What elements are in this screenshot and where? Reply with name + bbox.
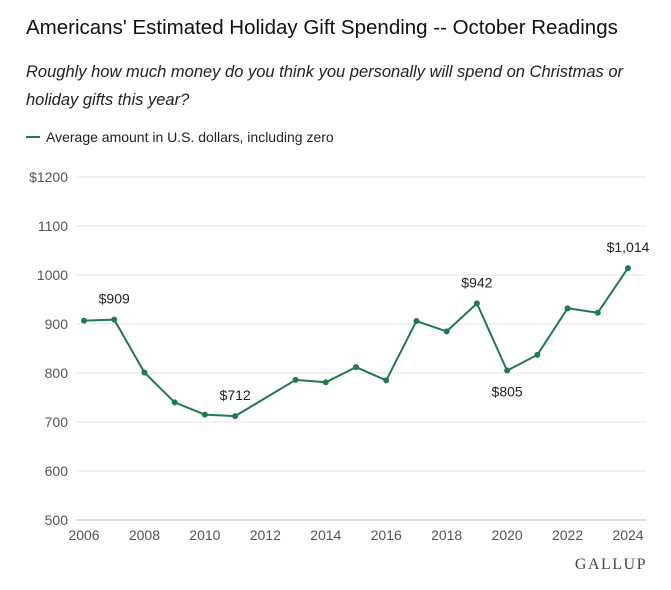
data-point (353, 364, 359, 371)
y-tick-label: 900 (45, 316, 69, 332)
chart-subtitle: Roughly how much money do you think you … (26, 63, 624, 109)
y-axis-ticks: 500 600 700 800 900 1000 1100 $1200 (29, 169, 68, 528)
data-labels: $909 $712 $942 $805 $1,014 (99, 239, 650, 403)
x-tick-label: 2018 (431, 527, 462, 543)
legend: Average amount in U.S. dollars, includin… (26, 129, 334, 145)
data-point (625, 265, 631, 272)
x-tick-label: 2012 (250, 527, 281, 543)
data-point (111, 316, 118, 323)
data-point (564, 305, 571, 312)
x-tick-label: 2020 (492, 527, 523, 543)
y-tick-label: 1100 (38, 218, 68, 234)
y-tick-label: 500 (45, 512, 69, 528)
data-points (81, 265, 631, 420)
data-point (383, 377, 390, 384)
data-label: $942 (461, 274, 492, 290)
x-axis-ticks: 2006 2008 2010 2012 2014 2016 2018 2020 2022 2024 (68, 527, 643, 543)
chart-title: Americans' Estimated Holiday Gift Spendi… (26, 16, 618, 39)
y-tick-label: 600 (45, 463, 69, 479)
data-label: $909 (99, 291, 130, 307)
data-point (534, 351, 541, 358)
data-point (443, 328, 450, 335)
data-point (504, 367, 511, 374)
data-point (232, 413, 239, 420)
y-tick-label: $1200 (29, 169, 68, 185)
data-point (594, 309, 601, 316)
y-tick-label: 700 (45, 414, 69, 430)
x-tick-label: 2016 (371, 527, 402, 543)
data-point (171, 399, 178, 406)
data-label: $805 (492, 384, 523, 400)
data-point (473, 300, 480, 307)
legend-label: Average amount in U.S. dollars, includin… (46, 129, 334, 145)
gridlines (76, 176, 646, 521)
y-tick-label: 800 (45, 365, 69, 381)
data-point (81, 317, 87, 324)
x-tick-label: 2008 (129, 527, 160, 543)
x-tick-label: 2010 (189, 527, 220, 543)
data-point (292, 376, 299, 383)
x-tick-label: 2022 (552, 527, 583, 543)
x-tick-label: 2024 (612, 527, 643, 543)
data-label: $1,014 (607, 239, 650, 255)
data-point (141, 369, 148, 376)
y-tick-label: 1000 (37, 267, 68, 283)
data-point (201, 411, 208, 418)
gallup-logo: GALLUP (574, 556, 647, 573)
data-point (413, 318, 420, 325)
data-point (322, 379, 329, 386)
data-label: $712 (220, 387, 251, 403)
series-line-group (83, 267, 629, 418)
legend-swatch (26, 136, 40, 138)
x-tick-label: 2006 (68, 527, 99, 543)
x-tick-label: 2014 (310, 527, 341, 543)
series-line (83, 267, 629, 418)
